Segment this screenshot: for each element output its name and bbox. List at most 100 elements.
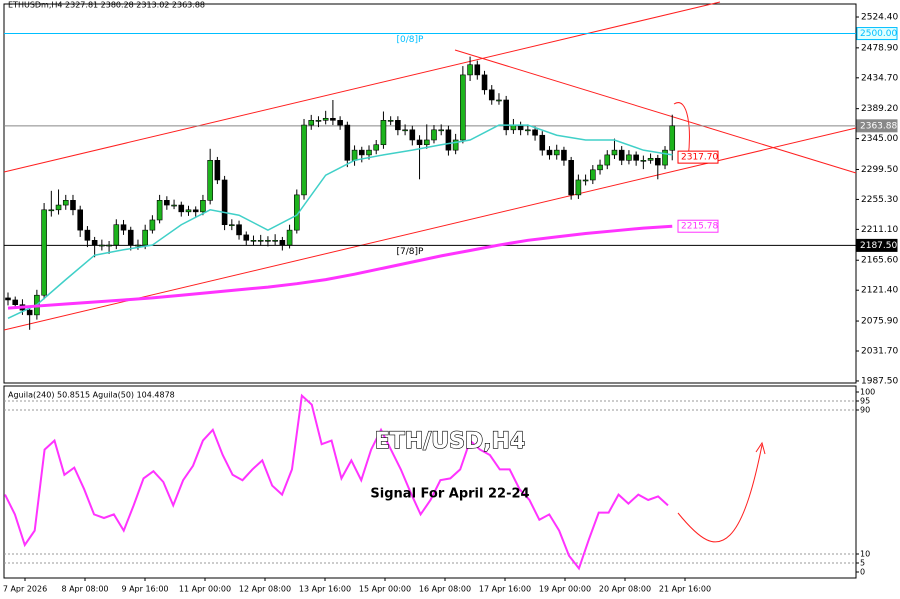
candle-body xyxy=(575,179,582,196)
candle-body xyxy=(380,120,387,146)
x-tick-label: 16 Apr 08:00 xyxy=(419,585,471,594)
y-tick-label: 1987.50 xyxy=(861,376,898,386)
indicator-title: Aguila(240) 50.8515 Aguila(50) 104.4878 xyxy=(8,391,175,400)
price-tag-label: 2215.78 xyxy=(681,222,718,232)
candle-body xyxy=(525,129,531,132)
y-tick-label: 2211.10 xyxy=(861,225,898,235)
candle-body xyxy=(55,204,62,211)
candle-body xyxy=(582,179,589,182)
candle-body xyxy=(200,200,206,213)
y-tick-label: 10 xyxy=(860,550,870,559)
price-tag xyxy=(856,119,898,133)
candle-body xyxy=(41,209,47,296)
candle-body xyxy=(618,149,625,161)
candle-body xyxy=(77,209,83,231)
candle-body xyxy=(207,160,213,201)
candle-body xyxy=(330,117,336,121)
candle-body xyxy=(229,224,235,227)
candle-body xyxy=(467,64,473,76)
x-tick-label: 8 Apr 08:00 xyxy=(61,585,108,594)
candle-body xyxy=(496,99,502,102)
candle-body xyxy=(279,240,286,246)
y-tick-label: 2121.40 xyxy=(861,286,898,296)
x-tick-label: 21 Apr 16:00 xyxy=(659,585,711,594)
candle-body xyxy=(640,160,647,162)
candle-body xyxy=(70,200,76,211)
y-tick-label: 2075.90 xyxy=(861,317,898,327)
candle-body xyxy=(221,179,228,226)
descending-line xyxy=(454,49,857,174)
candle-body xyxy=(423,139,430,146)
candle-body xyxy=(654,157,661,166)
candle-body xyxy=(337,120,343,126)
y-tick-label: 2524.40 xyxy=(861,13,898,23)
candle-body xyxy=(669,125,676,151)
candle-body xyxy=(135,244,141,247)
price-tag xyxy=(677,150,719,164)
candle-body xyxy=(503,99,509,131)
y-tick-label: 2299.50 xyxy=(861,165,898,175)
y-tick-label: 90 xyxy=(860,406,870,415)
candle-body xyxy=(474,64,481,76)
candle-body xyxy=(301,124,307,196)
candle-body xyxy=(344,124,351,161)
candle-body xyxy=(12,299,19,306)
price-tag-label: 2500.00 xyxy=(860,29,897,39)
y-tick-label: 2345.00 xyxy=(861,134,898,144)
candle-body xyxy=(149,219,156,231)
candle-body xyxy=(553,149,560,156)
candle-body xyxy=(192,209,199,213)
price-tag-label: 2187.50 xyxy=(860,241,897,251)
y-tick-label: 2434.70 xyxy=(861,73,898,83)
y-tick-label: 2389.20 xyxy=(861,104,898,114)
candle-body xyxy=(395,120,401,131)
candle-body xyxy=(416,139,423,146)
candle-body xyxy=(460,74,466,141)
candle-body xyxy=(431,129,437,141)
level-text: [7/8]P xyxy=(397,247,425,257)
arrow-head xyxy=(755,441,766,455)
candle-body xyxy=(84,229,91,241)
candle-body xyxy=(243,234,250,241)
candle-body xyxy=(409,129,416,141)
forecast-arrow xyxy=(677,444,763,543)
y-tick-label: 0 xyxy=(860,568,865,577)
candle-body xyxy=(257,240,264,242)
candle-body xyxy=(611,149,618,156)
candle-body xyxy=(597,164,603,171)
main-panel xyxy=(3,3,857,384)
chart-header: ETHUSDm,H4 2327.81 2380.28 2313.02 2363.… xyxy=(8,1,205,10)
x-tick-label: 11 Apr 00:00 xyxy=(179,585,231,594)
candle-body xyxy=(647,157,654,161)
y-tick-label: 2478.90 xyxy=(861,43,898,53)
x-tick-label: 19 Apr 00:00 xyxy=(539,585,591,594)
candle-body xyxy=(445,129,452,151)
candle-body xyxy=(91,240,98,246)
candle-body xyxy=(62,200,69,206)
candle-body xyxy=(286,229,293,246)
candle-body xyxy=(142,229,148,246)
candle-body xyxy=(5,297,11,301)
x-tick-label: 20 Apr 08:00 xyxy=(599,585,651,594)
candle-body xyxy=(214,160,221,181)
moving-average xyxy=(7,224,673,310)
candle-body xyxy=(539,134,546,151)
candle-body xyxy=(322,117,329,121)
candle-body xyxy=(236,224,242,236)
x-tick-label: 12 Apr 08:00 xyxy=(239,585,291,594)
candle-body xyxy=(373,144,380,151)
candle-body xyxy=(590,169,596,181)
candle-body xyxy=(387,120,394,122)
candle-body xyxy=(185,209,192,213)
forecast-arrow xyxy=(673,102,690,159)
candle-body xyxy=(452,139,459,151)
candle-body xyxy=(633,154,639,161)
candle-body xyxy=(250,240,257,242)
x-tick-label: 9 Apr 16:00 xyxy=(121,585,168,594)
x-tick-label: 13 Apr 16:00 xyxy=(299,585,351,594)
candle-body xyxy=(106,244,112,247)
price-tag xyxy=(856,238,898,252)
candle-body xyxy=(626,154,632,161)
candle-body xyxy=(662,149,668,166)
